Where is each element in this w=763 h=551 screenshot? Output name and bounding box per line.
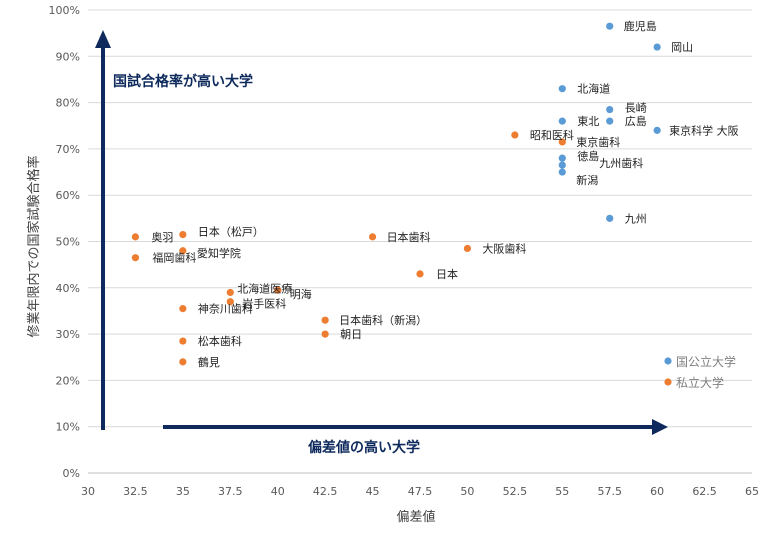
data-point [321, 330, 329, 338]
x-tick-label: 45 [366, 485, 380, 498]
data-point [416, 270, 424, 278]
data-label: 広島 [625, 114, 647, 128]
data-point [179, 247, 187, 255]
data-label: 北海道医療 [237, 281, 292, 295]
data-label: 新潟 [576, 173, 598, 187]
x-tick-label: 60 [650, 485, 664, 498]
x-tick-label: 52.5 [503, 485, 528, 498]
data-point [558, 161, 566, 169]
data-point [606, 214, 614, 222]
x-tick-label: 55 [555, 485, 569, 498]
data-label: 大阪歯科 [482, 241, 526, 255]
y-axis-title: 修業年限内での国家試験合格率 [26, 155, 42, 337]
legend-marker [664, 357, 672, 365]
legend-entry: 私立大学 [676, 375, 724, 390]
vertical-arrow-label: 国試合格率が高い大学 [113, 73, 253, 90]
x-tick-label: 50 [460, 485, 474, 498]
data-point [226, 298, 234, 306]
y-tick-label: 100% [49, 4, 80, 17]
data-point [558, 117, 566, 125]
data-label: 日本歯科 [387, 230, 431, 244]
y-tick-label: 30% [56, 328, 80, 341]
x-tick-label: 37.5 [218, 485, 243, 498]
data-label: 朝日 [340, 328, 362, 341]
data-label: 明海 [290, 287, 312, 301]
data-label: 奥羽 [151, 230, 173, 244]
y-tick-label: 50% [56, 236, 80, 249]
data-label: 九州 [625, 212, 647, 225]
data-point [558, 168, 566, 176]
data-label: 日本 [436, 267, 458, 281]
data-point [558, 85, 566, 93]
data-label: 福岡歯科 [152, 251, 196, 265]
data-point [606, 117, 614, 125]
data-label: 徳島 [577, 149, 599, 163]
data-label: 岡山 [671, 41, 693, 54]
data-label: 松本歯科 [198, 334, 242, 348]
data-label: 岩手医科 [242, 297, 286, 311]
data-label: 昭和医科 [530, 128, 574, 142]
y-tick-label: 0% [63, 467, 80, 480]
data-point [463, 244, 472, 253]
data-label: 東京歯科 [576, 135, 620, 149]
data-label: 九州歯科 [599, 156, 643, 170]
y-tick-label: 20% [56, 374, 80, 387]
data-point [179, 337, 187, 345]
x-axis-title: 偏差値 [396, 509, 435, 525]
horizontal-arrow-head [652, 419, 668, 435]
data-point [179, 230, 187, 239]
data-label: 鹿児島 [624, 19, 657, 33]
data-point [511, 131, 519, 139]
y-tick-label: 90% [56, 50, 80, 63]
y-tick-label: 70% [56, 143, 80, 156]
data-point [321, 316, 329, 324]
data-label: 長崎 [625, 101, 647, 115]
data-point [558, 154, 566, 162]
data-label: 愛知学院 [197, 246, 241, 260]
x-tick-label: 40 [271, 485, 285, 498]
x-tick-label: 32.5 [123, 485, 148, 498]
x-tick-label: 47.5 [408, 485, 433, 498]
data-point [226, 288, 234, 297]
data-point [131, 254, 140, 262]
data-label: 日本歯科（新潟） [339, 313, 427, 327]
data-point [653, 126, 661, 134]
legend-marker [664, 378, 672, 386]
data-label: 日本（松戸） [198, 225, 264, 239]
y-tick-label: 60% [56, 189, 80, 202]
x-tick-label: 62.5 [692, 485, 717, 498]
horizontal-arrow-label: 偏差値の高い大学 [308, 439, 420, 456]
x-tick-label: 65 [745, 485, 759, 498]
data-point [606, 22, 614, 30]
x-tick-label: 57.5 [597, 485, 622, 498]
data-label: 東京科学 大阪 [669, 123, 739, 137]
x-tick-label: 35 [176, 485, 190, 498]
data-point [179, 305, 187, 313]
x-tick-label: 42.5 [313, 485, 338, 498]
y-tick-label: 80% [56, 97, 80, 110]
data-point [274, 286, 282, 294]
data-point [653, 43, 661, 51]
y-tick-label: 10% [56, 421, 80, 434]
data-label: 神奈川歯科 [198, 302, 253, 316]
data-label: 東北 [577, 115, 599, 128]
data-point [606, 105, 614, 114]
data-label: 北海道 [577, 82, 610, 96]
vertical-arrow-head [95, 30, 111, 48]
data-point [368, 233, 377, 241]
legend-entry: 国公立大学 [676, 354, 736, 369]
point-layer [131, 22, 661, 366]
data-label: 鶴見 [198, 355, 220, 369]
data-point [179, 358, 187, 366]
data-point [558, 138, 566, 146]
axis-layer: 0% 10% 20% 30% 40% 50% 60% 70% 80% 90% 100% 30 32.5 3… [26, 4, 759, 525]
x-tick-label: 30 [81, 485, 95, 498]
data-point [131, 233, 140, 241]
y-tick-label: 40% [56, 282, 80, 295]
